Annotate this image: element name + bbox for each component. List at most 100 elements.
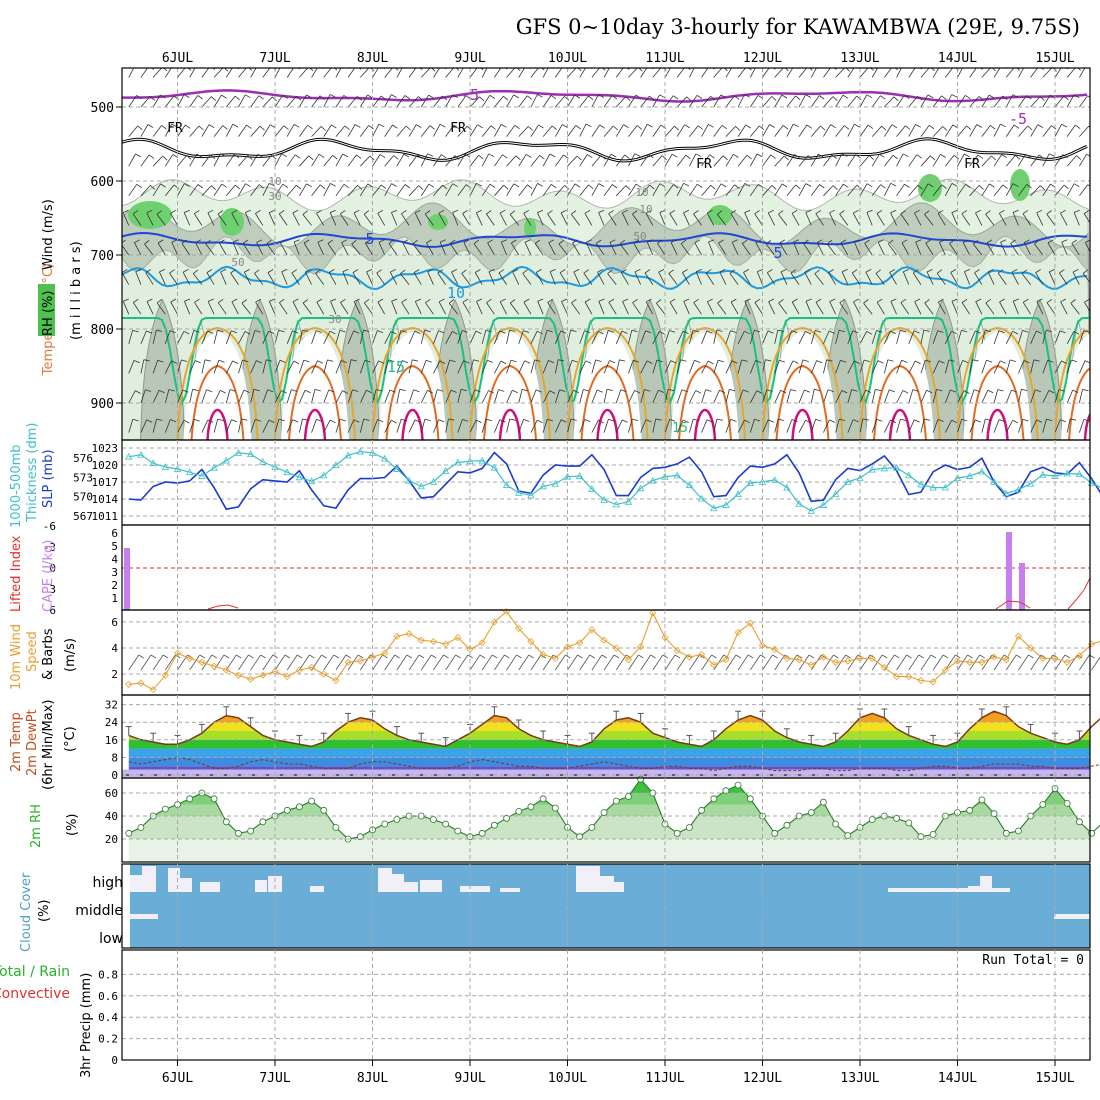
wind-barb-flag — [1025, 153, 1031, 158]
cape-y-labels: Lifted Index CAPE (J/kg) — [9, 535, 56, 612]
wind-barb-flag — [377, 419, 384, 423]
rh2m-point — [1039, 801, 1047, 808]
wind10-barb-flag — [504, 654, 510, 659]
wind-barb — [884, 154, 894, 167]
wind-barb-flag — [267, 269, 274, 273]
wind-barb — [567, 360, 573, 374]
wind-barb-flag — [490, 125, 496, 130]
wind-barb-flag — [1084, 298, 1090, 303]
wind-barb-flag — [951, 94, 958, 98]
cloud-gap — [392, 874, 404, 892]
wind-barb — [189, 125, 200, 137]
wind-barb-flag — [732, 239, 738, 243]
wind-barb — [835, 390, 843, 404]
thickness-point — [210, 463, 218, 471]
wind-barb — [896, 390, 904, 404]
wind-barb — [311, 95, 321, 108]
wind-barb — [1083, 213, 1090, 224]
wind-barb — [622, 301, 629, 315]
wind-barb-flag — [461, 330, 468, 333]
wind-barb — [311, 360, 318, 374]
warm-dome — [963, 332, 1032, 440]
thickness-point — [539, 482, 547, 490]
wind-barb-flag — [210, 154, 216, 159]
wind10-point — [563, 643, 572, 651]
wind-barb-flag — [985, 418, 992, 421]
wind-barb — [506, 359, 512, 374]
wind-barb — [189, 360, 196, 374]
wind-barb — [896, 68, 902, 78]
li-tick: 0 — [49, 562, 56, 575]
rh2m-point — [600, 809, 608, 816]
wind-barb — [786, 123, 794, 137]
wind10-barb — [396, 654, 408, 671]
wind10-point — [1039, 654, 1047, 662]
wind-barb-flag — [619, 239, 626, 245]
wind-barb — [871, 125, 882, 137]
wind-barb — [762, 96, 773, 108]
wind-barb — [926, 271, 934, 285]
wind-barb — [981, 360, 987, 374]
temp-band — [128, 757, 1090, 767]
wind-barb-flag — [583, 389, 590, 392]
wind-barb — [299, 94, 307, 108]
rh-high-blob — [220, 208, 244, 236]
wind-barb — [1030, 419, 1037, 433]
wind-barb — [737, 94, 745, 108]
wind-barb-flag — [635, 94, 642, 99]
wind-barb-flag — [626, 68, 630, 70]
thickness-point — [149, 459, 157, 467]
rh-high-blob — [708, 205, 732, 225]
wind10-point — [966, 658, 974, 666]
wind-barb-flag — [647, 123, 653, 128]
wind-barb — [469, 419, 477, 433]
temp-contour-20 — [371, 326, 454, 440]
wind10-point — [186, 654, 194, 662]
day-label-bottom: 8JUL — [357, 1071, 388, 1086]
wind-barb-flag — [595, 239, 602, 244]
wind-barb-flag — [756, 153, 763, 158]
wind-barb-flag — [754, 329, 761, 333]
cape-ylabel-cape: CAPE (J/kg) — [41, 540, 56, 612]
wind10-barb — [164, 654, 176, 671]
temp-tick: 16 — [105, 734, 118, 747]
wind-barb — [664, 184, 674, 197]
rh2m-point — [844, 832, 852, 839]
wind-barb-flag — [647, 239, 654, 243]
wind-barb-flag — [168, 389, 175, 392]
wind-barb-flag — [839, 418, 846, 421]
wind-barb — [640, 68, 648, 78]
temp-ylabel-2: 2m DewPt — [25, 709, 40, 776]
temp-contour-10 — [122, 265, 1088, 290]
wind-barb-flag — [133, 298, 139, 303]
wind-barb — [717, 302, 727, 315]
wind-barb-flag — [182, 269, 189, 273]
wind-barb — [633, 242, 641, 256]
wind-barb-flag — [1035, 389, 1042, 393]
wind-barb — [189, 389, 193, 404]
wind10-barb — [262, 654, 274, 671]
wind-barb — [823, 96, 834, 108]
wind-barb-flag — [695, 390, 702, 394]
wind-barb — [201, 154, 211, 167]
wind10-barb — [981, 654, 993, 671]
wind-barb-flag — [719, 389, 726, 394]
wind-barb — [1011, 272, 1019, 285]
wind-barb-flag — [295, 95, 302, 101]
wind-barb-flag — [479, 96, 485, 102]
wind-barb — [457, 389, 462, 404]
wind-barb-flag — [803, 239, 809, 244]
wind-barb-flag — [1072, 269, 1079, 273]
precip-frame — [121, 949, 1091, 1061]
wind10-barb — [859, 654, 871, 671]
wind-barb-flag — [400, 269, 406, 274]
wind-barb — [145, 272, 154, 285]
wind-barb-flag — [302, 210, 308, 215]
wind-barb — [884, 330, 891, 344]
wind-barb-flag — [622, 209, 628, 214]
wind-barb — [701, 68, 709, 78]
wind-barb — [207, 212, 215, 226]
wind-barb-flag — [402, 239, 409, 243]
wind-barb — [518, 184, 528, 197]
wind-barb — [262, 389, 268, 404]
